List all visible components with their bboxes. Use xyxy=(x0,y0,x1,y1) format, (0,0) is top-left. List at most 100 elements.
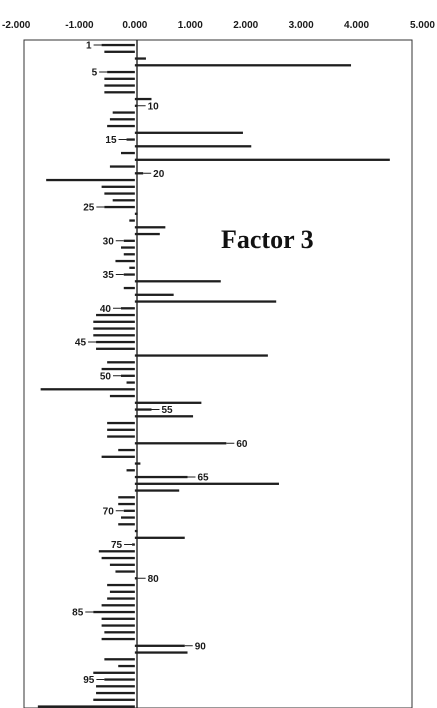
bar-case-20 xyxy=(134,172,144,175)
case-label: 65 xyxy=(198,473,210,484)
bar-case-28 xyxy=(134,226,166,229)
bar-case-17 xyxy=(121,151,135,155)
case-label: 75 xyxy=(111,540,123,551)
bar-case-43 xyxy=(93,327,135,330)
bar-case-59 xyxy=(107,435,135,438)
bar-case-60 xyxy=(134,442,227,445)
bar-case-97 xyxy=(96,691,135,695)
bar-case-14 xyxy=(134,131,243,134)
bar-case-61 xyxy=(118,448,135,452)
bar-case-64 xyxy=(126,469,135,472)
bar-case-12 xyxy=(109,118,135,121)
bar-case-6 xyxy=(104,77,135,80)
x-tick-label: -2.000 xyxy=(2,20,31,31)
bar-case-32 xyxy=(123,253,135,256)
case-label: 50 xyxy=(100,371,112,382)
bar-case-30 xyxy=(123,239,135,242)
case-label: 95 xyxy=(83,675,95,686)
bar-case-45 xyxy=(96,340,135,344)
bar-case-26 xyxy=(134,212,138,215)
bar-case-89 xyxy=(101,637,135,641)
bar-case-56 xyxy=(134,415,194,418)
bar-case-8 xyxy=(104,91,135,94)
x-tick-label: 2.000 xyxy=(233,20,258,31)
bar-case-75 xyxy=(132,543,135,546)
bar-case-29 xyxy=(134,232,160,236)
bar-case-69 xyxy=(118,502,135,506)
x-axis-tick-labels: -2.000 -1.000 0.000 1.000 2.000 3.000 4.000 5.0… xyxy=(2,20,435,31)
bar-case-9 xyxy=(134,97,152,101)
bar-case-13 xyxy=(107,124,135,128)
bar-case-99 xyxy=(37,705,135,708)
bar-case-70 xyxy=(123,509,135,512)
case-label: 90 xyxy=(195,641,207,652)
bar-case-34 xyxy=(129,266,135,269)
case-label: 1 xyxy=(86,41,92,52)
bar-case-16 xyxy=(134,145,252,148)
bar-case-18 xyxy=(134,158,390,161)
bar-case-5 xyxy=(107,70,135,74)
bar-case-41 xyxy=(96,313,135,317)
bar-case-90 xyxy=(134,644,185,647)
case-label: 15 xyxy=(105,135,117,146)
bar-case-35 xyxy=(123,273,135,276)
bar-case-73 xyxy=(134,529,138,533)
case-label: 85 xyxy=(72,608,84,619)
bar-case-39 xyxy=(134,300,277,303)
bar-case-62 xyxy=(101,455,135,458)
bar-case-71 xyxy=(121,516,135,519)
bar-case-80 xyxy=(134,577,138,580)
bar-case-91 xyxy=(134,651,188,654)
bar-case-11 xyxy=(112,111,135,114)
bar-case-96 xyxy=(96,685,135,688)
bar-case-94 xyxy=(93,671,135,674)
bar-case-88 xyxy=(104,631,135,634)
bar-case-38 xyxy=(134,293,174,296)
x-tick-label: 1.000 xyxy=(178,20,203,31)
bar-case-81 xyxy=(107,583,135,587)
case-label: 60 xyxy=(236,439,248,450)
bar-case-58 xyxy=(107,428,135,431)
bar-case-98 xyxy=(93,698,135,701)
bar-case-86 xyxy=(101,617,135,620)
bar-case-15 xyxy=(126,138,135,141)
bar-case-72 xyxy=(118,523,135,526)
bar-case-27 xyxy=(129,219,135,222)
bar-case-31 xyxy=(121,246,135,249)
bar-case-51 xyxy=(126,381,135,384)
case-label: 45 xyxy=(75,338,87,349)
bar-case-49 xyxy=(101,367,135,371)
bar-case-50 xyxy=(121,374,135,377)
bar-case-74 xyxy=(134,536,185,539)
bar-case-67 xyxy=(134,489,180,492)
bar-case-10 xyxy=(134,104,138,107)
bar-case-66 xyxy=(134,482,279,485)
x-tick-label: 4.000 xyxy=(344,20,369,31)
bar-case-19 xyxy=(109,165,135,168)
bar-case-37 xyxy=(123,286,135,290)
case-label: 55 xyxy=(161,405,173,416)
bars-group xyxy=(37,43,390,708)
bar-case-85 xyxy=(93,610,135,614)
bar-case-87 xyxy=(101,624,135,627)
case-label: 30 xyxy=(103,236,115,247)
case-label: 10 xyxy=(148,101,160,112)
bar-case-93 xyxy=(118,664,135,668)
bar-case-3 xyxy=(134,57,146,60)
bar-case-92 xyxy=(104,658,135,661)
bar-case-78 xyxy=(109,563,135,566)
bar-case-57 xyxy=(107,421,135,425)
bar-case-36 xyxy=(134,280,221,283)
case-label: 25 xyxy=(83,203,95,214)
bar-case-4 xyxy=(134,64,352,67)
bar-case-25 xyxy=(104,205,135,209)
bar-case-65 xyxy=(134,475,188,479)
case-label: 35 xyxy=(103,270,115,281)
bar-case-48 xyxy=(107,361,135,364)
bar-case-42 xyxy=(93,320,135,323)
chart-title: Factor 3 xyxy=(221,225,314,254)
bar-case-83 xyxy=(107,597,135,600)
bar-case-40 xyxy=(121,307,135,310)
bar-case-22 xyxy=(101,185,135,188)
